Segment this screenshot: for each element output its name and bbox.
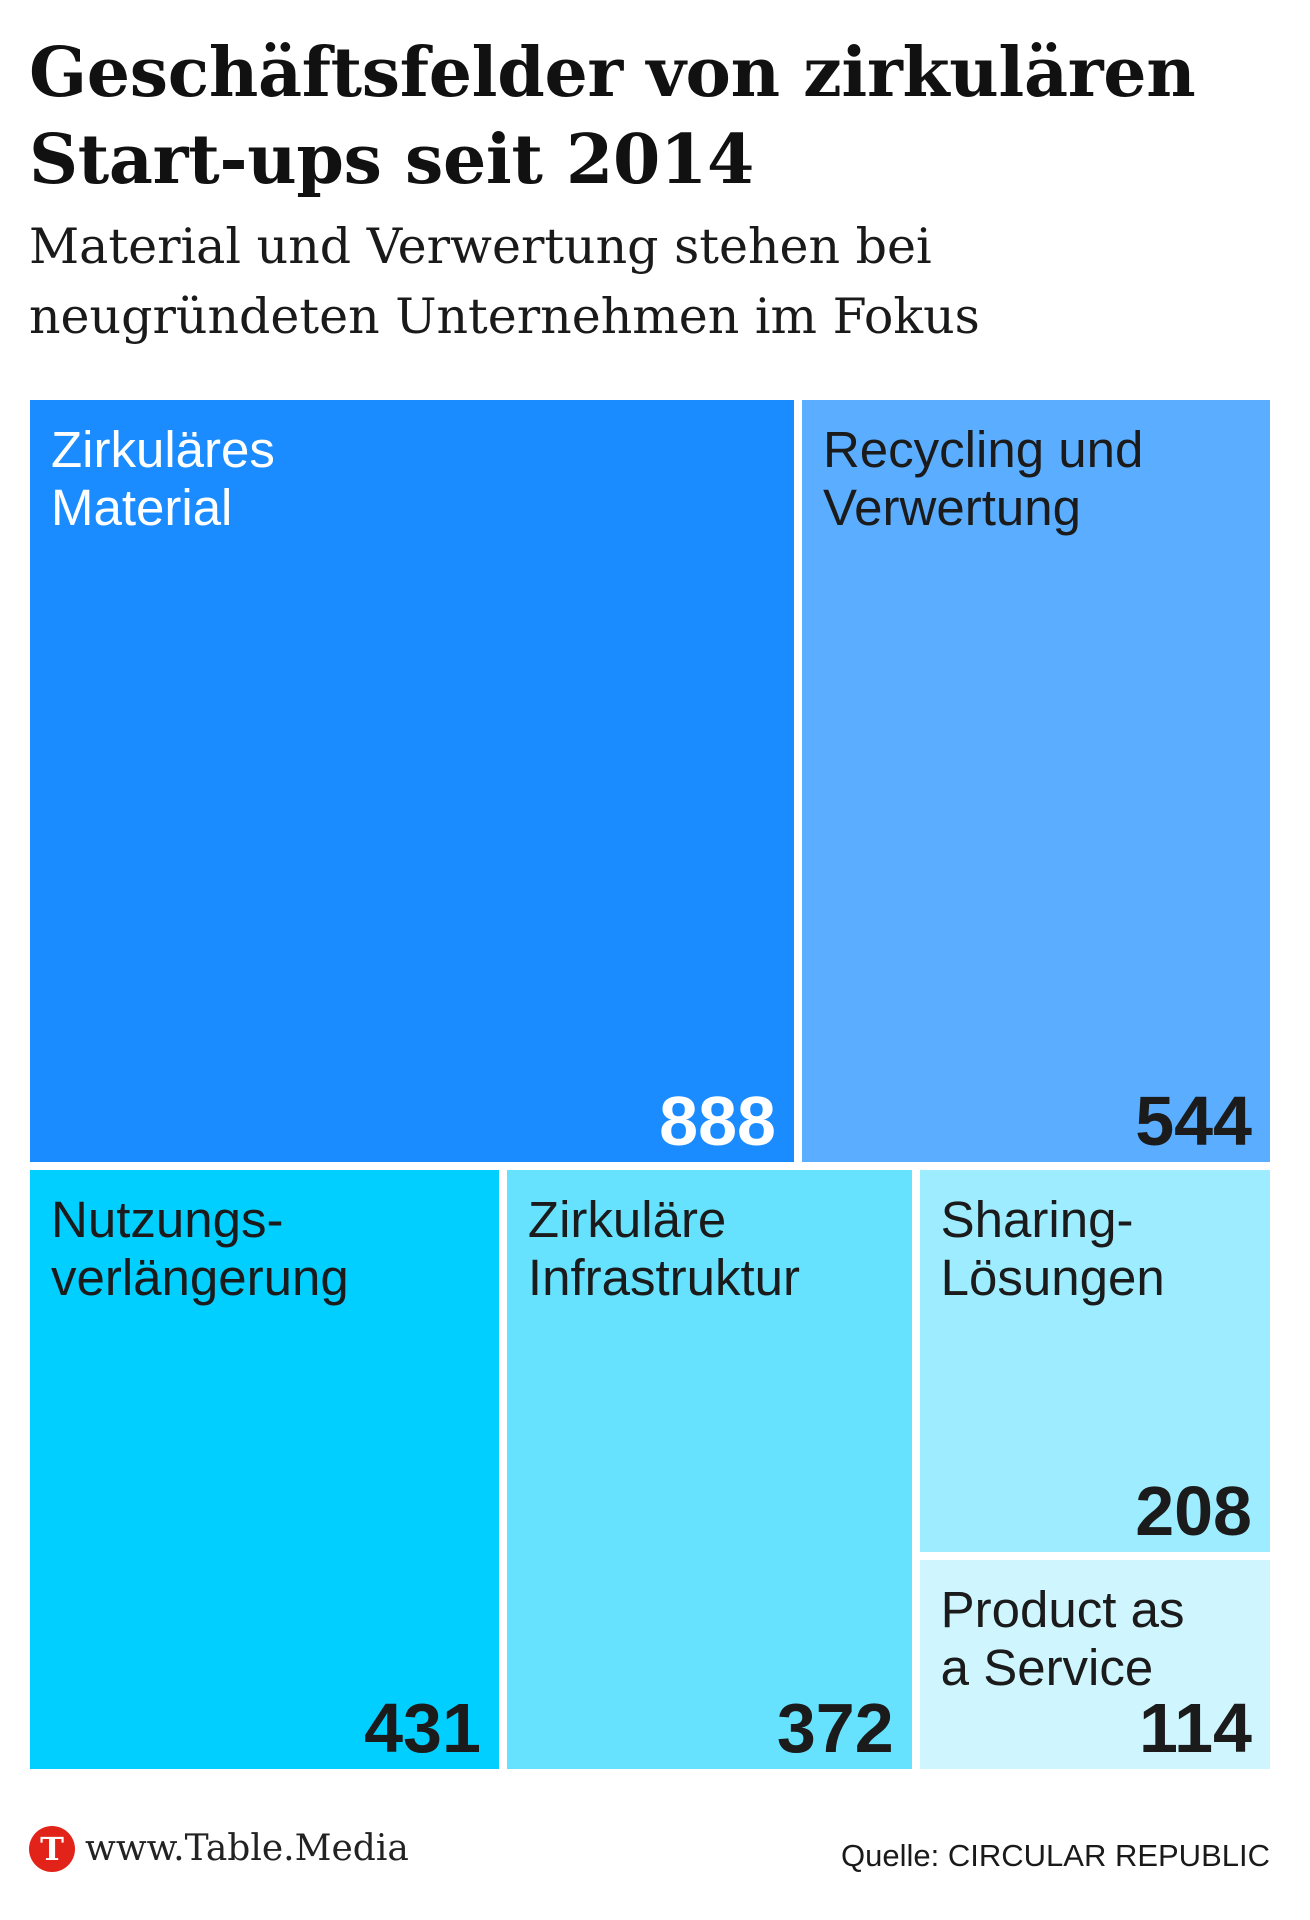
tile-value: 888	[659, 1082, 776, 1161]
tile-value: 372	[776, 1688, 894, 1767]
tile-label-line: Sharing-	[940, 1191, 1134, 1249]
tile-value: 114	[1139, 1688, 1252, 1767]
tile-label-line: Lösungen	[940, 1249, 1165, 1307]
chart-title-line: Start-ups seit 2014	[29, 120, 755, 200]
tile-value: 208	[1135, 1471, 1252, 1550]
footer-site-link[interactable]: www.Table.Media	[85, 1828, 409, 1869]
tile-recycling-und-verwertung: Recycling und Verwertung 544	[801, 400, 1270, 1163]
tile-label: Zirkuläres Material	[51, 421, 275, 537]
tile-label-line: Nutzungs-	[51, 1191, 284, 1249]
tile-label-line: verlängerung	[51, 1249, 349, 1307]
tile-nutzungsverlaengerung: Nutzungs- verlängerung 431	[30, 1170, 499, 1769]
tile-product-as-a-service: Product as a Service 114	[919, 1559, 1270, 1769]
tile-label-line: Recycling und	[822, 421, 1144, 478]
tile-zirkulaere-infrastruktur: Zirkuläre Infrastruktur 372	[506, 1170, 912, 1769]
tile-label-line: Zirkuläre	[527, 1191, 727, 1249]
tile-label: Nutzungs- verlängerung	[51, 1191, 349, 1307]
tile-value: 431	[364, 1688, 481, 1767]
tile-label-line: Infrastruktur	[527, 1249, 801, 1307]
tile-label: Zirkuläre Infrastruktur	[528, 1191, 800, 1307]
tile-label: Product as a Service	[941, 1581, 1185, 1697]
chart-title-line: Geschäftsfelder von zirkulären	[29, 33, 1196, 113]
tile-value: 544	[1135, 1082, 1252, 1161]
tile-label: Sharing- Lösungen	[941, 1191, 1165, 1307]
table-media-logo-icon: T	[29, 1826, 75, 1872]
tile-sharing-loesungen: Sharing- Lösungen 208	[919, 1170, 1270, 1552]
chart-subtitle-line: neugründeten Unternehmen im Fokus	[29, 288, 980, 345]
tile-zirkulaeres-material: Zirkuläres Material 888	[30, 400, 794, 1163]
tile-label: Recycling und Verwertung	[823, 421, 1143, 537]
tile-label-line: a Service	[940, 1638, 1154, 1696]
tile-label-line: Product as	[940, 1580, 1185, 1638]
tile-label-line: Material	[51, 479, 233, 536]
tile-label-line: Zirkuläres	[51, 421, 275, 478]
chart-title: Geschäftsfelder von zirkulären Start-ups…	[29, 30, 1196, 204]
chart-subtitle-line: Material und Verwertung stehen bei	[29, 218, 932, 275]
tile-label-line: Verwertung	[822, 479, 1081, 536]
chart-subtitle: Material und Verwertung stehen bei neugr…	[29, 212, 980, 352]
footer-source: Quelle: CIRCULAR REPUBLIC	[841, 1838, 1270, 1873]
